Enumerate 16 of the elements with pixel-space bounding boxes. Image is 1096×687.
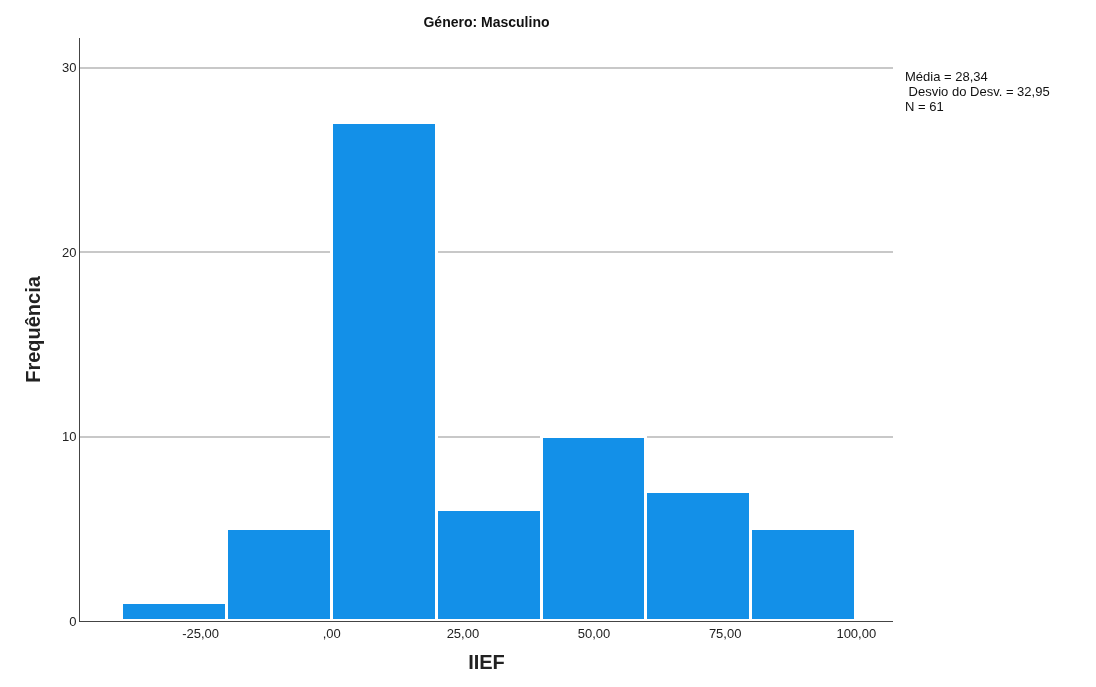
x-tick-label: -25,00: [182, 625, 220, 641]
x-tick-label: 25,00: [446, 625, 480, 641]
x-tick-label: 100,00: [836, 625, 877, 641]
y-tick-label: 30: [61, 60, 77, 76]
x-tick-label: 50,00: [577, 625, 611, 641]
chart-title: Género: Masculino: [423, 13, 550, 30]
y-tick-label: 10: [61, 429, 77, 445]
x-tick-label: 75,00: [708, 625, 742, 641]
x-tick-label: ,00: [322, 625, 341, 641]
x-axis-title: IIEF: [468, 651, 505, 674]
y-tick-label: 0: [69, 613, 77, 629]
text: Desvio do Desv. = 32,95: [905, 84, 1050, 99]
text: N = 61: [905, 99, 944, 114]
y-tick-label: 20: [61, 244, 77, 260]
y-axis-title: Frequência: [22, 275, 45, 383]
text: Média = 28,34: [905, 69, 988, 84]
